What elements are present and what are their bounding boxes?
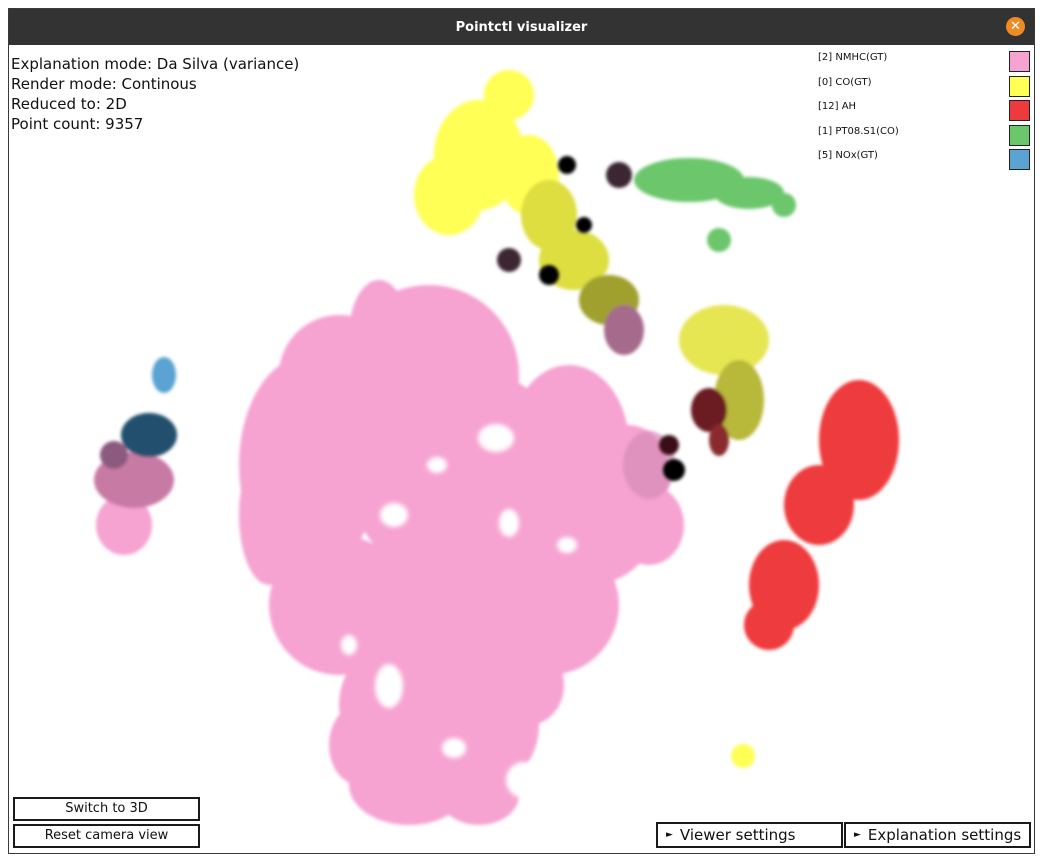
legend-label: [2] NMHC(GT) — [818, 52, 888, 63]
legend-swatch — [1009, 124, 1030, 146]
legend-label: [5] NOx(GT) — [818, 150, 878, 161]
explanation-mode-text: Explanation mode: Da Silva (variance) — [11, 55, 300, 73]
cluster-co-olive — [521, 180, 609, 290]
triangle-right-icon: ► — [854, 830, 861, 840]
cluster-pt08 — [634, 158, 796, 252]
legend-label: [12] AH — [818, 101, 857, 112]
legend-item-nox: [5] NOx(GT) — [818, 149, 1030, 174]
legend: [2] NMHC(GT) [0] CO(GT) [12] AH [1] PT08… — [818, 51, 1030, 174]
legend-swatch — [1009, 75, 1030, 97]
explanation-settings-button[interactable]: ► Explanation settings — [844, 822, 1031, 848]
legend-item-ah: [12] AH — [818, 100, 1030, 125]
legend-swatch — [1009, 51, 1030, 72]
legend-swatch — [1009, 100, 1030, 121]
legend-label: [1] PT08.S1(CO) — [818, 125, 899, 137]
cluster-ah — [744, 380, 899, 650]
reduced-to-text: Reduced to: 2D — [11, 95, 127, 113]
cluster-co-dark — [579, 275, 644, 355]
close-icon[interactable]: ✕ — [1006, 17, 1025, 36]
point-cloud — [94, 70, 899, 825]
scatter-canvas[interactable] — [9, 45, 1034, 853]
switch-3d-button[interactable]: Switch to 3D — [13, 797, 200, 821]
legend-item-co: [0] CO(GT) — [818, 75, 1030, 101]
cluster-left — [94, 357, 177, 555]
triangle-right-icon: ► — [666, 830, 673, 840]
window-title: Pointctl visualizer — [455, 19, 588, 35]
legend-item-nmhc: [2] NMHC(GT) — [818, 51, 1030, 76]
viewer-settings-label: Viewer settings — [679, 826, 796, 844]
cluster-dark-spots — [497, 156, 685, 481]
reset-camera-button[interactable]: Reset camera view — [13, 824, 200, 848]
explanation-settings-label: Explanation settings — [867, 826, 1022, 844]
legend-item-pt08: [1] PT08.S1(CO) — [818, 124, 1030, 150]
viewer-settings-button[interactable]: ► Viewer settings — [656, 822, 843, 848]
legend-swatch — [1009, 149, 1030, 170]
point-count-text: Point count: 9357 — [11, 115, 144, 133]
legend-label: [0] CO(GT) — [818, 76, 872, 88]
render-mode-text: Render mode: Continous — [11, 75, 197, 93]
cluster-co-right — [679, 305, 769, 456]
visualizer-window: Pointctl visualizer ✕ — [8, 8, 1035, 854]
title-bar[interactable]: Pointctl visualizer ✕ — [9, 9, 1034, 45]
cluster-co-outlier — [731, 744, 755, 768]
info-panel: Explanation mode: Da Silva (variance) Re… — [11, 54, 299, 134]
cluster-gaps — [341, 424, 577, 798]
cluster-nmhc — [239, 280, 684, 825]
